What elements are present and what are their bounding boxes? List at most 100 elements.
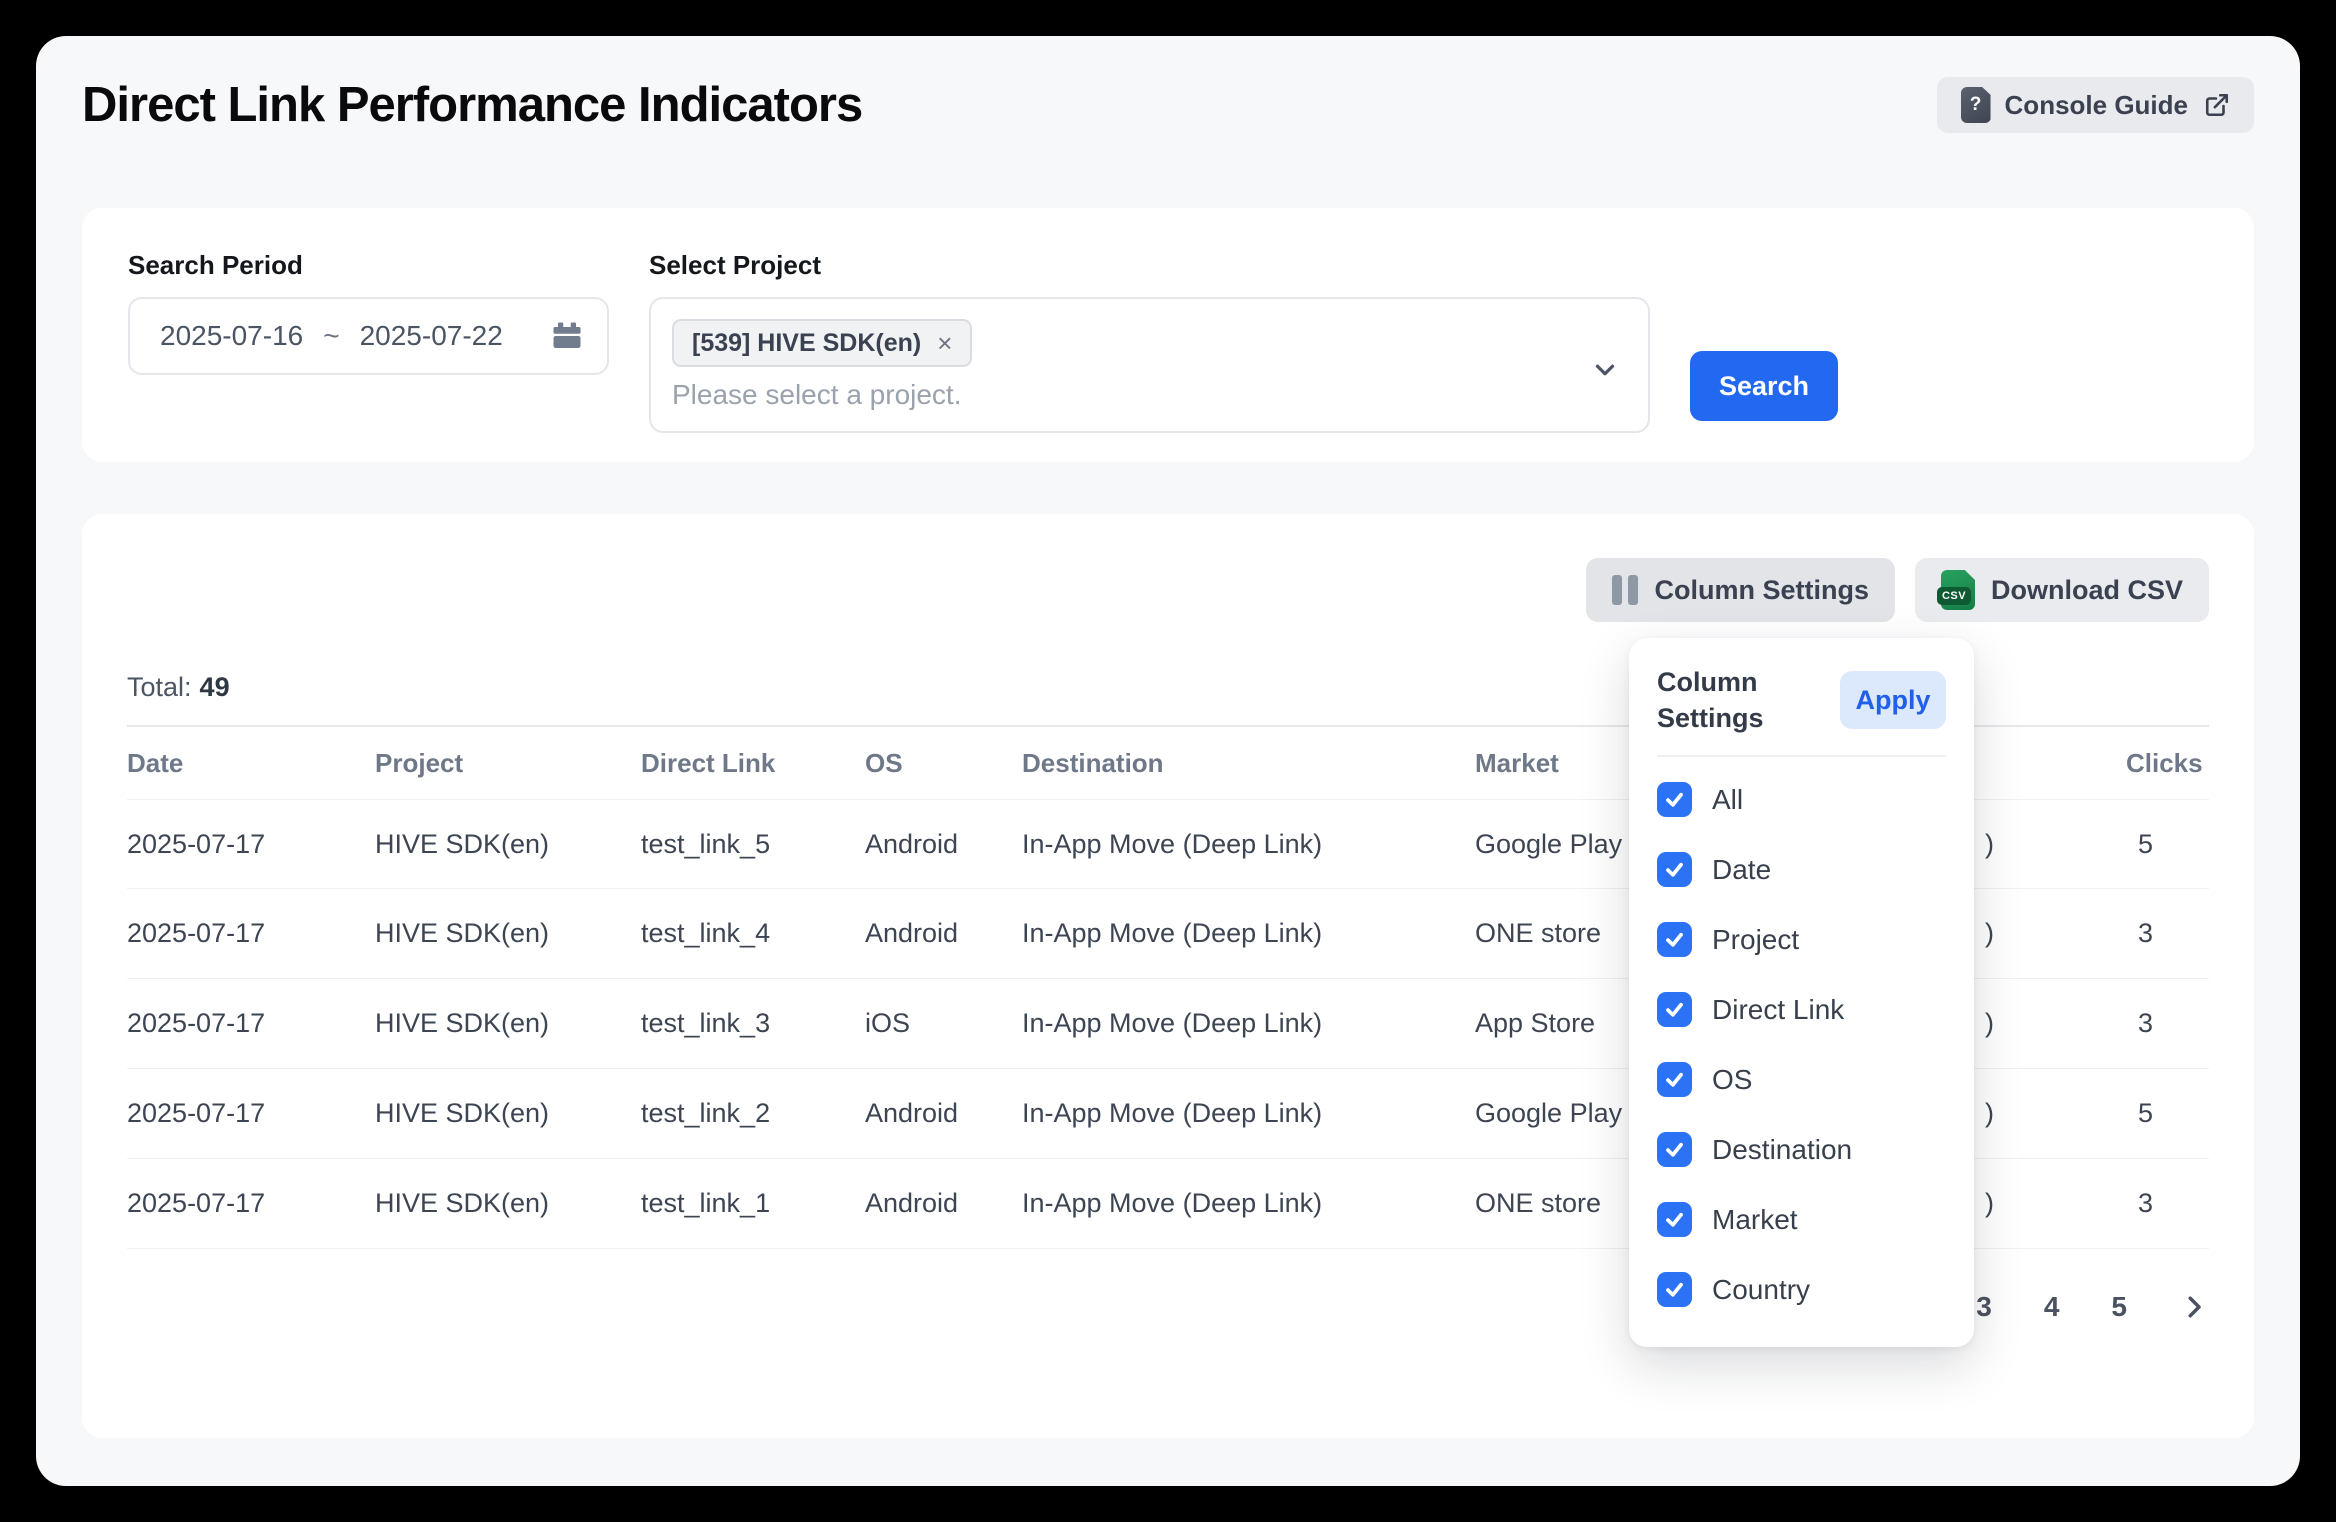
checkbox-checked-icon[interactable] bbox=[1657, 1202, 1692, 1238]
column-option-os[interactable]: OS bbox=[1657, 1045, 1946, 1115]
cell-clicks: 5 bbox=[2138, 828, 2154, 859]
search-period-group: Search Period 2025-07-16 ~ 2025-07-22 bbox=[128, 250, 609, 420]
cell-market: Google Play bbox=[1475, 1098, 1623, 1128]
cell-date: 2025-07-17 bbox=[127, 828, 266, 859]
column-option-all[interactable]: All bbox=[1657, 765, 1946, 835]
page-button-4[interactable]: 4 bbox=[2043, 1291, 2060, 1322]
column-option-country[interactable]: Country bbox=[1657, 1255, 1946, 1325]
cell-project: HIVE SDK(en) bbox=[375, 1188, 550, 1218]
cell-project: HIVE SDK(en) bbox=[375, 1008, 550, 1038]
table-row: 2025-07-17 HIVE SDK(en) test_link_2 Android… bbox=[127, 1069, 2209, 1159]
cell-direct_link: test_link_5 bbox=[641, 828, 771, 859]
cell-direct_link: test_link_1 bbox=[641, 1188, 771, 1218]
download-csv-button[interactable]: CSV Download CSV bbox=[1914, 558, 2209, 622]
select-project-group: Select Project [539] HIVE SDK(en) × Plea… bbox=[649, 250, 1650, 433]
cell-date: 2025-07-17 bbox=[127, 1098, 266, 1128]
cell-market: ONE store bbox=[1475, 918, 1602, 948]
cell-date: 2025-07-17 bbox=[127, 1188, 266, 1218]
page-title: Direct Link Performance Indicators bbox=[82, 78, 863, 132]
cell-clicks: 3 bbox=[2138, 1188, 2154, 1218]
select-project-label: Select Project bbox=[649, 250, 821, 280]
option-label: Date bbox=[1712, 853, 1772, 885]
cell-country_visible: ) bbox=[1985, 1188, 1994, 1218]
total-label: Total: bbox=[127, 672, 192, 702]
apply-button[interactable]: Apply bbox=[1840, 671, 1946, 730]
column-options-list: All Date Project Direct Link OS Destination Ma… bbox=[1657, 757, 1946, 1325]
panel-title: Column Settings bbox=[1657, 667, 1764, 734]
next-page-button[interactable] bbox=[2179, 1292, 2209, 1322]
column-option-project[interactable]: Project bbox=[1657, 905, 1946, 975]
checkbox-checked-icon[interactable] bbox=[1657, 922, 1692, 958]
cell-clicks: 3 bbox=[2138, 1008, 2154, 1038]
cell-direct_link: test_link_2 bbox=[641, 1098, 771, 1128]
top-bar: Direct Link Performance Indicators ? Con… bbox=[82, 66, 2254, 144]
console-guide-button[interactable]: ? Console Guide bbox=[1936, 77, 2254, 133]
table-row: 2025-07-17 HIVE SDK(en) test_link_4 Android… bbox=[127, 889, 2209, 979]
option-label: Destination bbox=[1712, 1133, 1853, 1165]
option-label: Country bbox=[1712, 1273, 1811, 1305]
column-header-direct-link: Direct Link bbox=[641, 747, 776, 778]
column-settings-button[interactable]: Column Settings bbox=[1586, 558, 1895, 622]
csv-file-icon: CSV bbox=[1936, 570, 1975, 610]
cell-date: 2025-07-17 bbox=[127, 918, 266, 948]
chevron-right-icon bbox=[2188, 1296, 2201, 1318]
checkbox-checked-icon[interactable] bbox=[1657, 992, 1692, 1028]
cell-direct_link: test_link_3 bbox=[641, 1008, 771, 1038]
cell-country_visible: ) bbox=[1985, 918, 1994, 948]
column-header-os: OS bbox=[865, 747, 903, 778]
panel-divider bbox=[1657, 754, 1946, 757]
column-settings-panel: Column Settings Apply All Date Project Dire… bbox=[1629, 638, 1974, 1347]
checkbox-checked-icon[interactable] bbox=[1657, 1272, 1692, 1308]
cell-destination: In-App Move (Deep Link) bbox=[1022, 1008, 1323, 1038]
option-label: Direct Link bbox=[1712, 993, 1845, 1025]
column-header-clicks: Clicks bbox=[2126, 747, 2203, 778]
search-button[interactable]: Search bbox=[1690, 351, 1838, 421]
checkbox-checked-icon[interactable] bbox=[1657, 852, 1692, 888]
checkbox-checked-icon[interactable] bbox=[1657, 1132, 1692, 1168]
cell-market: App Store bbox=[1475, 1008, 1596, 1038]
option-label: Project bbox=[1712, 923, 1800, 955]
chip-label: [539] HIVE SDK(en) bbox=[692, 328, 922, 357]
cell-clicks: 3 bbox=[2138, 918, 2154, 948]
panel-header: Column Settings Apply bbox=[1657, 664, 1946, 737]
option-label: OS bbox=[1712, 1063, 1753, 1095]
checkbox-checked-icon[interactable] bbox=[1657, 1062, 1692, 1098]
project-select[interactable]: [539] HIVE SDK(en) × Please select a pro… bbox=[649, 297, 1650, 433]
checkbox-checked-icon[interactable] bbox=[1657, 782, 1692, 818]
cell-date: 2025-07-17 bbox=[127, 1008, 266, 1038]
page-button-3[interactable]: 3 bbox=[1976, 1291, 1992, 1322]
project-placeholder: Please select a project. bbox=[672, 379, 962, 410]
option-label: Market bbox=[1712, 1203, 1798, 1235]
download-csv-label: Download CSV bbox=[1990, 574, 2183, 605]
column-option-direct-link[interactable]: Direct Link bbox=[1657, 975, 1946, 1045]
date-separator: ~ bbox=[323, 320, 340, 351]
cell-direct_link: test_link_4 bbox=[641, 918, 771, 948]
column-option-destination[interactable]: Destination bbox=[1657, 1115, 1946, 1185]
date-range-input[interactable]: 2025-07-16 ~ 2025-07-22 bbox=[128, 297, 609, 375]
page-button-5[interactable]: 5 bbox=[2111, 1291, 2127, 1322]
cell-country_visible: ) bbox=[1985, 1008, 1994, 1038]
table-row: 2025-07-17 HIVE SDK(en) test_link_5 Android… bbox=[127, 799, 2209, 889]
search-period-label: Search Period bbox=[128, 250, 303, 280]
remove-project-icon[interactable]: × bbox=[937, 327, 953, 358]
column-option-market[interactable]: Market bbox=[1657, 1185, 1946, 1255]
cell-market: ONE store bbox=[1475, 1188, 1602, 1218]
guide-doc-icon: ? bbox=[1960, 87, 1991, 123]
column-option-date[interactable]: Date bbox=[1657, 835, 1946, 905]
csv-badge: CSV bbox=[1936, 587, 1972, 605]
column-header-date: Date bbox=[127, 747, 184, 778]
start-date: 2025-07-16 bbox=[160, 320, 304, 351]
cell-destination: In-App Move (Deep Link) bbox=[1022, 1098, 1323, 1128]
table-header-row: Date Project Direct Link OS Destination Marke… bbox=[127, 725, 2209, 799]
external-link-icon bbox=[2205, 93, 2229, 117]
cell-os: Android bbox=[865, 918, 959, 948]
cell-project: HIVE SDK(en) bbox=[375, 828, 550, 859]
table-row: 2025-07-17 HIVE SDK(en) test_link_3 iOS In-A… bbox=[127, 979, 2209, 1069]
cell-destination: In-App Move (Deep Link) bbox=[1022, 918, 1323, 948]
table-toolbar: Column Settings CSV Download CSV bbox=[127, 558, 2209, 622]
chevron-down-icon[interactable] bbox=[1590, 355, 1620, 385]
columns-icon bbox=[1612, 575, 1639, 605]
column-settings-label: Column Settings bbox=[1654, 574, 1869, 605]
cell-country_visible: ) bbox=[1985, 828, 1994, 859]
page: Direct Link Performance Indicators ? Con… bbox=[36, 36, 2300, 1486]
